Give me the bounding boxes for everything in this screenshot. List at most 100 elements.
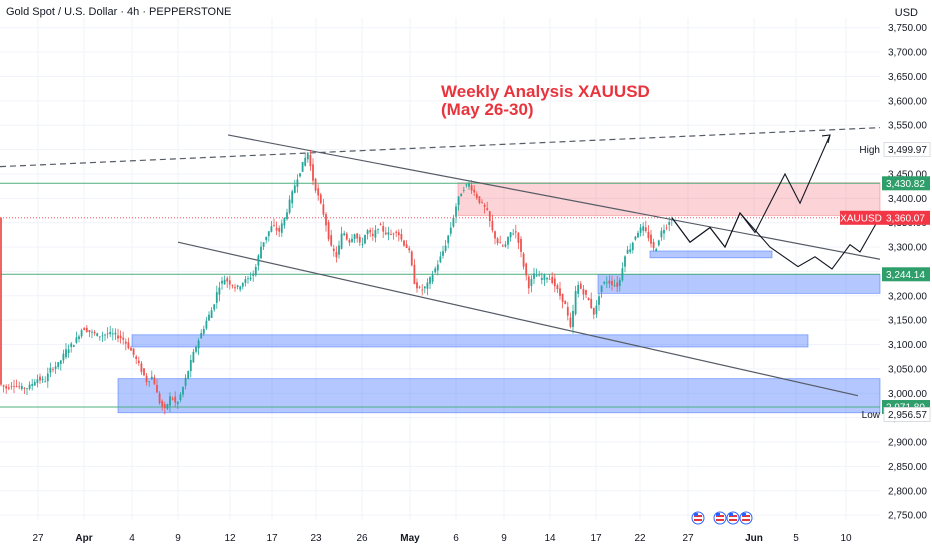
candle-body <box>527 276 530 289</box>
x-tick-label: 9 <box>501 533 507 544</box>
candle-body <box>67 349 70 354</box>
price-tag-symbol: XAUUSD <box>840 213 882 224</box>
candle-body <box>241 282 244 287</box>
candle-body <box>473 189 476 193</box>
x-tick-label: 5 <box>793 533 799 544</box>
currency-label: USD <box>894 7 918 19</box>
candle-body <box>286 212 288 220</box>
candle-body <box>574 290 577 315</box>
candle-body <box>228 280 231 285</box>
candle-body <box>340 233 343 249</box>
candle-body <box>605 282 608 284</box>
candle-body <box>182 387 184 395</box>
candle-body <box>569 317 572 327</box>
candle-body <box>267 231 270 237</box>
candle-body <box>621 268 624 281</box>
candle-body <box>39 376 41 381</box>
candle-body <box>611 281 613 286</box>
candles-layer <box>0 150 673 415</box>
candle-body <box>335 251 338 258</box>
candle-body <box>590 298 593 309</box>
candle-body <box>93 331 96 334</box>
candle-body <box>163 404 166 408</box>
candle-body <box>561 293 564 302</box>
x-tick-label: 23 <box>310 533 322 544</box>
candle-body <box>447 235 450 244</box>
candle-body <box>382 226 385 232</box>
candle-body <box>468 183 470 187</box>
analysis-title-line1: Weekly Analysis XAUUSD <box>441 82 650 101</box>
candle-body <box>618 280 621 286</box>
candle-body <box>494 231 496 239</box>
candle-body <box>143 368 145 376</box>
trendline-channel-upper <box>227 134 881 260</box>
candle-body <box>642 226 645 231</box>
price-tag-box <box>882 210 930 225</box>
y-tick-label: 3,750.00 <box>888 23 927 34</box>
candle-body <box>496 238 499 244</box>
candle-body <box>26 388 28 390</box>
y-tick-label: 3,550.00 <box>888 121 927 132</box>
flag-stripe <box>742 519 750 521</box>
candle-body <box>481 202 483 204</box>
price-tag-value: 3,360.07 <box>886 213 925 224</box>
candle-body <box>309 154 312 167</box>
candle-body <box>371 233 374 236</box>
candle-body <box>83 328 86 331</box>
candle-body <box>299 173 301 177</box>
candle-body <box>249 277 252 280</box>
candle-body <box>520 238 522 252</box>
candle-body <box>444 245 447 251</box>
candle-body <box>431 274 434 282</box>
candle-body <box>41 378 44 380</box>
candle-body <box>171 398 174 400</box>
candle-body <box>104 334 106 336</box>
price-tag-box <box>882 176 930 191</box>
y-tick-label: 2,750.00 <box>888 511 927 522</box>
candle-body <box>319 194 322 204</box>
candle-body <box>46 373 49 382</box>
candle-body <box>291 191 294 204</box>
candle-body <box>275 227 278 231</box>
candle-body <box>20 385 23 390</box>
candle-body <box>236 285 239 287</box>
candle-body <box>262 242 265 247</box>
candle-body <box>501 245 504 247</box>
y-tick-label: 3,450.00 <box>888 169 927 180</box>
candle-body <box>592 307 595 315</box>
candle-body <box>650 234 652 244</box>
candle-body <box>514 231 517 233</box>
candle-body <box>397 232 400 236</box>
y-tick-label: 3,200.00 <box>888 291 927 302</box>
x-axis: 27 Apr 4 9 12 17 23 26 May 6 9 14 17 22 27 Jun 5 10 <box>32 533 852 544</box>
candle-body <box>546 277 548 280</box>
candle-body <box>23 388 26 389</box>
candle-body <box>28 384 31 389</box>
candle-body <box>148 381 151 383</box>
candle-body <box>114 332 117 335</box>
candle-body <box>345 233 348 240</box>
candle-body <box>624 256 626 267</box>
flag-canton <box>694 513 698 516</box>
candle-body <box>273 224 275 226</box>
candle-body <box>327 221 330 240</box>
candle-body <box>387 232 390 235</box>
candle-body <box>665 227 668 229</box>
candle-body <box>455 206 457 217</box>
candle-body <box>460 193 463 197</box>
candle-body <box>426 282 429 289</box>
candle-body <box>668 222 671 225</box>
candle-body <box>421 289 424 291</box>
candle-body <box>234 287 236 289</box>
candle-body <box>483 204 486 207</box>
candle-body <box>265 236 268 241</box>
demand-zone <box>597 273 881 294</box>
candle-body <box>231 285 234 287</box>
horizontal-levels-layer <box>0 182 880 408</box>
candle-body <box>637 232 639 238</box>
candle-body <box>613 284 616 286</box>
candle-body <box>98 336 101 338</box>
analysis-title-line2: (May 26-30) <box>441 100 534 119</box>
candle-body <box>442 251 444 256</box>
